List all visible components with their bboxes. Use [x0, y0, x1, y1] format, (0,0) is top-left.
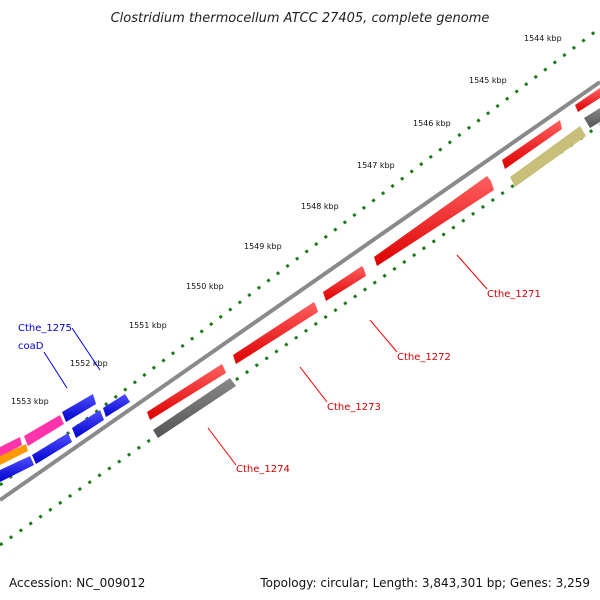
gene-feature-red[interactable] — [575, 88, 600, 112]
connector-coad — [43, 351, 68, 389]
tick-label-1548: 1548 kbp — [301, 202, 339, 211]
connector-cthe-1271 — [456, 254, 488, 290]
connector-cthe-1272 — [369, 319, 398, 353]
gene-feature-cthe-1275[interactable] — [62, 394, 96, 422]
tick-label-1552: 1552 kbp — [70, 359, 108, 368]
gene-feature-blue[interactable] — [103, 394, 130, 417]
tick-label-1546: 1546 kbp — [413, 119, 451, 128]
gene-feature-gray[interactable] — [153, 378, 236, 438]
gene-feature-blue[interactable] — [0, 456, 34, 482]
gene-feature-cthe-1274[interactable] — [147, 364, 226, 420]
tick-label-1547: 1547 kbp — [357, 161, 395, 170]
gene-feature-blue[interactable] — [32, 433, 72, 464]
gene-feature-cthe-1273[interactable] — [233, 302, 318, 364]
gene-feature-olive[interactable] — [510, 126, 586, 187]
inner-strand-features — [0, 108, 600, 482]
gene-feature-magenta[interactable] — [0, 437, 22, 457]
gene-label-cthe-1271[interactable]: Cthe_1271 — [487, 289, 541, 300]
gene-feature-gray[interactable] — [584, 108, 600, 128]
gene-feature-cthe-1271[interactable] — [374, 176, 494, 266]
tick-label-1553: 1553 kbp — [11, 397, 49, 406]
tick-label-1550: 1550 kbp — [186, 282, 224, 291]
connector-cthe-1275 — [71, 327, 101, 371]
gene-feature-magenta[interactable] — [24, 415, 64, 446]
gene-feature-orange[interactable] — [0, 444, 28, 465]
gene-feature-cthe-1272[interactable] — [323, 266, 366, 301]
accession-text: Accession: NC_009012 — [9, 576, 146, 590]
gene-label-coad[interactable]: coaD — [18, 341, 44, 352]
gene-feature-blue[interactable] — [72, 410, 104, 438]
gene-feature-red[interactable] — [502, 120, 562, 169]
tick-label-1545: 1545 kbp — [469, 76, 507, 85]
gene-label-cthe-1274[interactable]: Cthe_1274 — [236, 464, 290, 475]
tick-label-1551: 1551 kbp — [129, 321, 167, 330]
outer-strand-features — [0, 88, 600, 457]
genome-summary-text: Topology: circular; Length: 3,843,301 bp… — [260, 576, 590, 590]
inner-dotted-ring — [0, 123, 600, 547]
connector-cthe-1274 — [207, 427, 237, 466]
tick-label-1544: 1544 kbp — [524, 34, 562, 43]
genome-backbone — [0, 80, 600, 502]
map-title: Clostridium thermocellum ATCC 27405, com… — [111, 11, 490, 26]
gene-label-cthe-1275[interactable]: Cthe_1275 — [18, 323, 72, 334]
gene-label-cthe-1272[interactable]: Cthe_1272 — [397, 352, 451, 363]
gene-label-cthe-1273[interactable]: Cthe_1273 — [327, 402, 381, 413]
label-connectors — [43, 254, 488, 466]
tick-label-1549: 1549 kbp — [244, 242, 282, 251]
connector-cthe-1273 — [299, 366, 328, 403]
